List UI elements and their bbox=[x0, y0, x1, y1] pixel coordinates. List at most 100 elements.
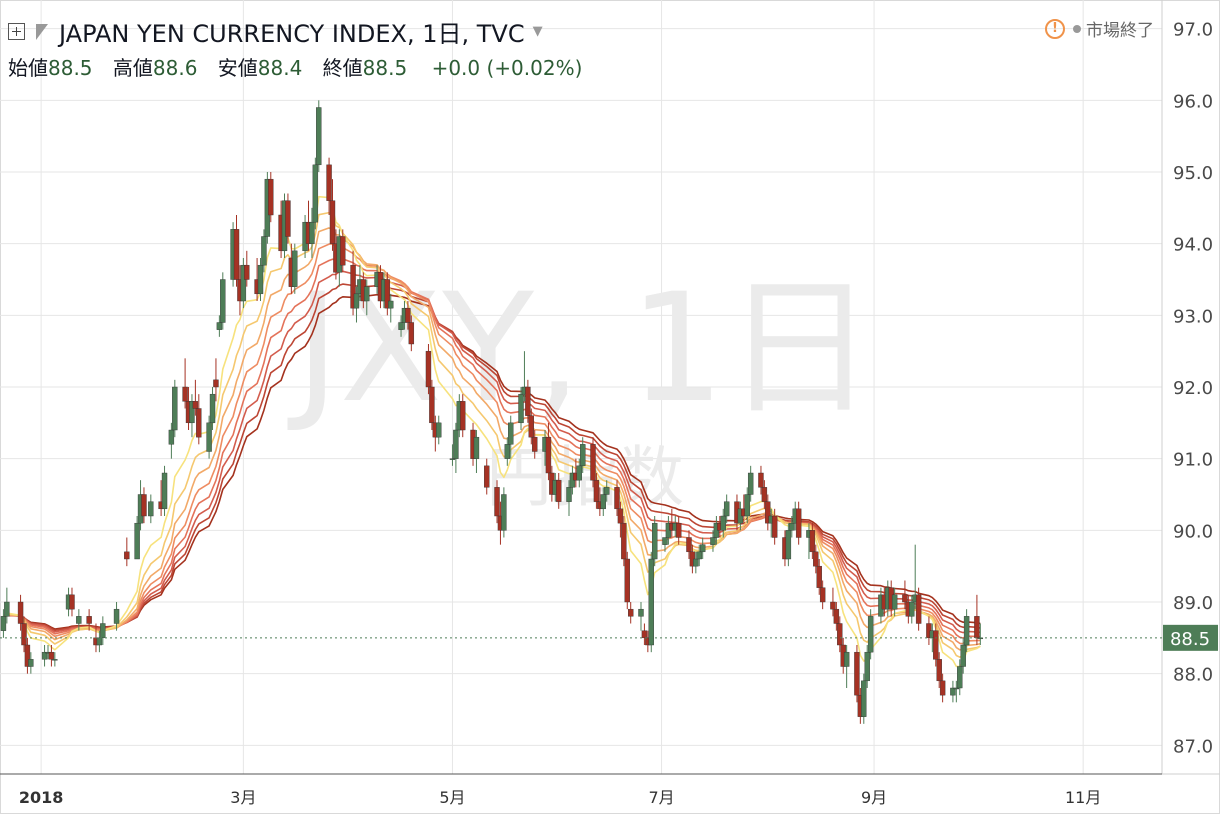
candle-body bbox=[710, 537, 716, 545]
candle-body bbox=[189, 401, 195, 424]
candle-body bbox=[52, 659, 58, 661]
candle-body bbox=[651, 522, 658, 560]
x-tick-label: 5月 bbox=[439, 788, 465, 807]
change-value: +0.0 (+0.02%) bbox=[431, 56, 583, 80]
candle-body bbox=[867, 616, 874, 653]
candle-body bbox=[353, 293, 360, 309]
candle-body bbox=[86, 616, 92, 624]
candle-body bbox=[326, 164, 332, 201]
chevron-down-icon[interactable]: ▼ bbox=[532, 24, 543, 39]
candle-body bbox=[268, 178, 274, 216]
status-dot-icon bbox=[1073, 24, 1081, 33]
candle-body bbox=[384, 279, 391, 309]
candle-body bbox=[617, 508, 624, 524]
candle-body bbox=[134, 522, 140, 560]
candle-body bbox=[789, 522, 795, 531]
high-label: 高値 bbox=[112, 56, 153, 80]
candle-body bbox=[600, 494, 606, 510]
candle-body bbox=[76, 616, 82, 624]
candle-body bbox=[686, 537, 692, 553]
candle-body bbox=[182, 386, 188, 402]
candle-body bbox=[532, 436, 538, 452]
candle-body bbox=[843, 651, 850, 667]
candle-body bbox=[220, 279, 226, 323]
y-tick-label: 94.0 bbox=[1173, 235, 1213, 256]
candle-body bbox=[604, 487, 610, 495]
candle-body bbox=[761, 487, 768, 502]
candle-body bbox=[453, 429, 459, 459]
candle-body bbox=[316, 107, 322, 166]
candle-body bbox=[902, 594, 908, 603]
candle-body bbox=[484, 465, 490, 488]
y-tick-label: 90.0 bbox=[1173, 521, 1213, 542]
candle-body bbox=[141, 494, 147, 517]
candle-body bbox=[285, 200, 291, 237]
candle-body bbox=[48, 651, 55, 660]
candle-body bbox=[556, 479, 562, 502]
alert-icon[interactable]: ! bbox=[1045, 18, 1065, 39]
candle-body bbox=[693, 558, 699, 567]
candle-body bbox=[501, 494, 507, 531]
candle-body bbox=[621, 522, 627, 560]
candle-body bbox=[405, 307, 411, 323]
candle-body bbox=[854, 651, 860, 696]
candle-body bbox=[17, 601, 24, 624]
candle-body bbox=[864, 651, 870, 682]
y-tick-label: 95.0 bbox=[1173, 163, 1213, 184]
candle-body bbox=[891, 594, 898, 610]
candle-body bbox=[960, 644, 966, 667]
candle-body bbox=[312, 164, 319, 223]
candle-body bbox=[350, 264, 356, 309]
candle-body bbox=[614, 487, 620, 510]
y-tick-label: 96.0 bbox=[1173, 91, 1213, 112]
flag-icon[interactable] bbox=[35, 23, 49, 41]
expand-icon[interactable] bbox=[8, 23, 25, 40]
candle-body bbox=[100, 623, 106, 639]
candle-body bbox=[494, 487, 500, 517]
candle-body bbox=[508, 422, 514, 445]
open-value: 88.5 bbox=[48, 56, 93, 80]
candle-body bbox=[21, 623, 27, 646]
candle-body bbox=[340, 236, 346, 266]
candle-body bbox=[590, 444, 596, 481]
candle-body bbox=[4, 601, 10, 617]
candle-body bbox=[292, 250, 298, 287]
candle-body bbox=[765, 501, 771, 524]
candle-body bbox=[833, 608, 840, 624]
chart-header: JAPAN YEN CURRENCY INDEX, 1日, TVC ▼ bbox=[8, 14, 543, 49]
candle-body bbox=[216, 322, 223, 330]
candle-body bbox=[953, 687, 960, 690]
candle-body bbox=[638, 608, 644, 617]
candle-body bbox=[309, 221, 315, 244]
candle-body bbox=[124, 551, 130, 560]
y-tick-label: 87.0 bbox=[1173, 736, 1213, 757]
candle-body bbox=[429, 386, 435, 424]
candle-body bbox=[213, 379, 219, 388]
symbol-title[interactable]: JAPAN YEN CURRENCY INDEX, 1日, TVC bbox=[59, 20, 525, 48]
candle-body bbox=[580, 444, 586, 467]
candle-body bbox=[830, 601, 836, 610]
low-value: 88.4 bbox=[257, 56, 303, 80]
candle-body bbox=[933, 630, 939, 660]
y-tick-label: 89.0 bbox=[1173, 593, 1213, 614]
candle-body bbox=[504, 444, 511, 459]
price-tag: 88.5 bbox=[1170, 629, 1210, 650]
candle-body bbox=[244, 264, 250, 280]
candle-body bbox=[41, 651, 48, 660]
candle-body bbox=[813, 551, 819, 567]
y-tick-label: 93.0 bbox=[1173, 306, 1213, 327]
y-tick-label: 92.0 bbox=[1173, 378, 1213, 399]
candle-body bbox=[593, 479, 600, 502]
candle-body bbox=[196, 408, 202, 438]
ma-ribbon-line bbox=[3, 227, 981, 651]
x-tick-label: 9月 bbox=[861, 788, 887, 807]
price-tag-bg bbox=[1163, 624, 1218, 651]
candle-body bbox=[460, 401, 466, 431]
x-tick-label: 2018 bbox=[19, 788, 64, 807]
candle-body bbox=[950, 687, 956, 696]
market-status[interactable]: ! 市場終了 bbox=[1045, 16, 1154, 41]
candle-body bbox=[233, 229, 240, 280]
candle-body bbox=[963, 616, 970, 646]
candle-body bbox=[648, 558, 654, 646]
ma-ribbon-line bbox=[2, 211, 981, 659]
